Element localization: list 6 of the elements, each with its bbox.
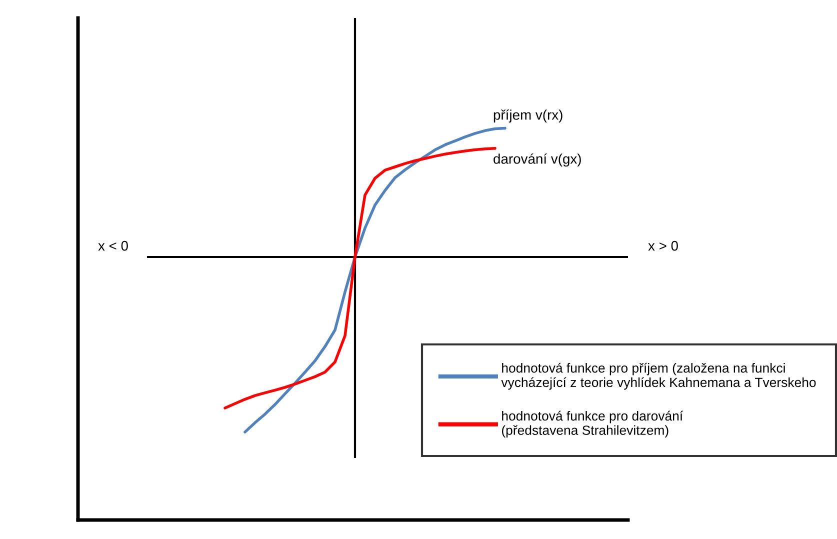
annotation: darování v(gx) — [494, 153, 581, 167]
text: x < 0 — [98, 240, 128, 251]
text: příjem v(rx) — [494, 109, 562, 123]
text: x > 0 — [648, 240, 678, 251]
legend-label: hodnotová funkce pro příjem (založena na funkci vycházející z teorie vyhlídek Kahnemana a Tverskeho — [501, 362, 816, 390]
legend-label: hodnotová funkce pro darování (představena Strahilevitzem) — [502, 410, 684, 438]
